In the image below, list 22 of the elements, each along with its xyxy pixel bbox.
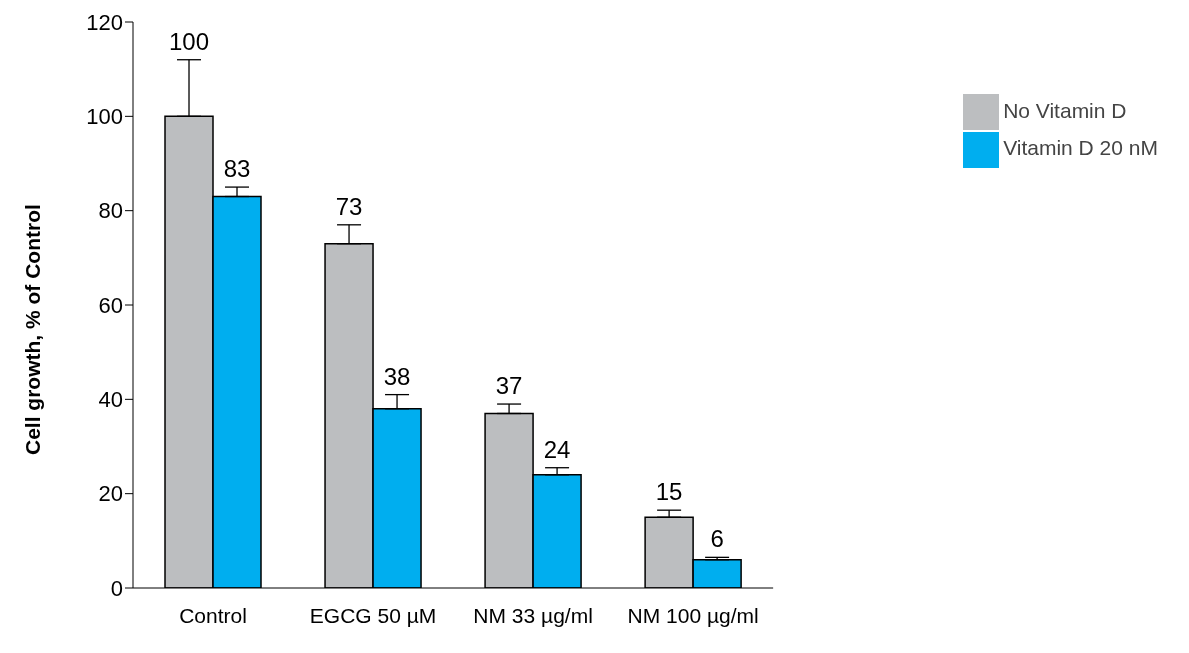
data-label: 100	[168, 27, 210, 55]
x-tick-label: Control	[179, 603, 247, 627]
data-label: 38	[383, 362, 411, 390]
y-tick-label: 100	[86, 104, 123, 130]
x-tick-label: NM 33 µg/ml	[473, 603, 593, 627]
y-tick-label: 80	[98, 198, 123, 224]
y-axis-title: Cell growth, % of Control	[21, 204, 45, 455]
y-tick-label: 0	[110, 575, 123, 601]
data-label: 73	[335, 192, 363, 220]
data-label: 37	[495, 372, 523, 400]
data-label: 24	[543, 435, 571, 463]
data-label: 83	[223, 155, 251, 183]
y-tick-label: 120	[86, 9, 123, 35]
data-label: 15	[655, 478, 683, 506]
legend-label: Vitamin D 20 nM	[1003, 136, 1158, 160]
y-tick-label: 20	[98, 481, 123, 507]
data-label: 6	[710, 525, 724, 553]
y-tick-label: 60	[98, 292, 123, 318]
y-tick-label: 40	[98, 387, 123, 413]
x-tick-label: EGCG 50 µM	[309, 603, 437, 627]
x-tick-label: NM 100 µg/ml	[627, 603, 759, 627]
legend-label: No Vitamin D	[1003, 99, 1127, 122]
